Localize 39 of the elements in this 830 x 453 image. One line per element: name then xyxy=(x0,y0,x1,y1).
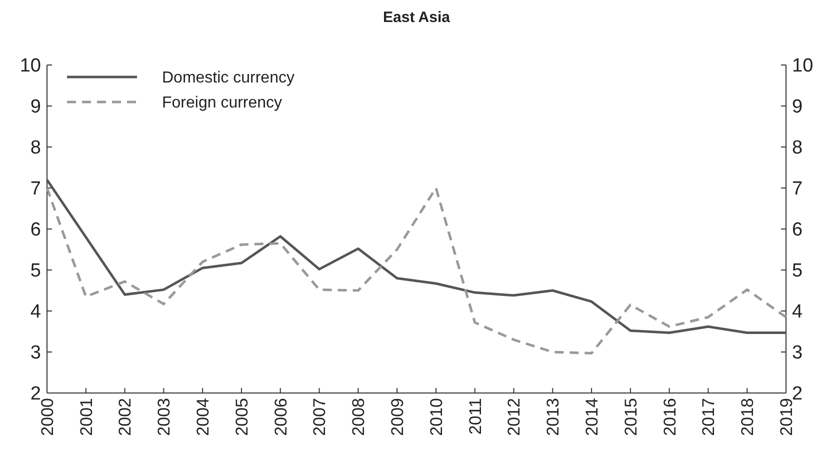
y-tick-label: 10 xyxy=(20,56,41,77)
y-tick-label: 9 xyxy=(30,96,41,118)
y2-tick-label: 7 xyxy=(792,178,803,200)
y2-tick-label: 6 xyxy=(792,220,803,241)
x-tick-label: 2014 xyxy=(582,398,602,436)
y-tick-label: 3 xyxy=(30,342,41,364)
x-tick-label: 2013 xyxy=(544,398,563,436)
x-tick-label: 2016 xyxy=(660,398,680,436)
x-tick-label: 2001 xyxy=(76,398,96,436)
line-series xyxy=(46,186,788,354)
y-tick-label: 7 xyxy=(30,178,41,200)
x-tick-label: 2017 xyxy=(699,398,718,436)
x-tick-label: 2007 xyxy=(310,398,330,436)
x-tick-label: 2012 xyxy=(504,398,524,436)
x-tick-label: 2002 xyxy=(116,398,135,436)
y-tick-label: 5 xyxy=(30,260,41,282)
x-tick-label: 2003 xyxy=(154,398,174,436)
x-tick-label: 2010 xyxy=(426,398,446,436)
x-tick-label: 2008 xyxy=(349,398,368,436)
x-tick-label: 2015 xyxy=(621,398,640,436)
x-tick-label: 2005 xyxy=(232,398,252,436)
y2-tick-label: 8 xyxy=(792,138,803,159)
legend-label: Domestic currency xyxy=(162,70,294,87)
y2-tick-label: 4 xyxy=(792,302,803,323)
x-tick-label: 2004 xyxy=(194,398,213,436)
y-tick-label: 8 xyxy=(30,138,41,159)
chart-title: East Asia xyxy=(383,9,451,26)
y2-tick-label: 10 xyxy=(792,56,814,77)
legend-label: Foreign currency xyxy=(162,94,282,112)
x-tick-label: 2006 xyxy=(271,398,290,436)
y-tick-label: 6 xyxy=(30,220,41,241)
y2-tick-label: 3 xyxy=(792,342,803,364)
x-tick-label: 2011 xyxy=(466,398,485,435)
x-tick-label: 2018 xyxy=(738,398,758,436)
y2-tick-label: 9 xyxy=(792,96,803,118)
x-tick-label: 2009 xyxy=(388,398,408,436)
y2-tick-label: 5 xyxy=(792,260,803,282)
line-series xyxy=(46,178,788,334)
y-tick-label: 4 xyxy=(30,302,42,323)
